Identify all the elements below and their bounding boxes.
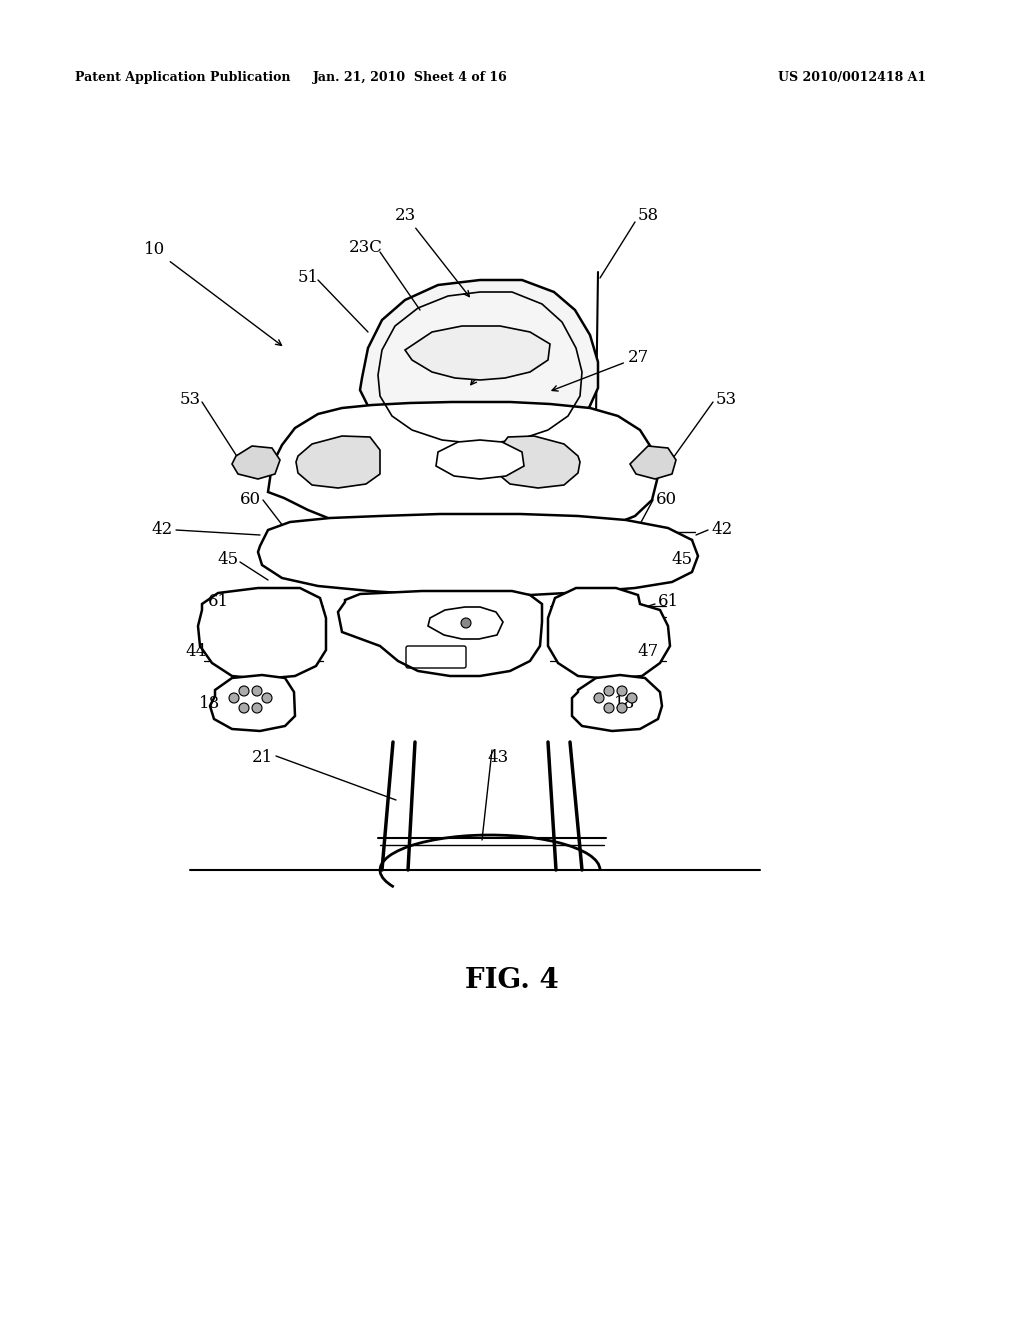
Polygon shape	[296, 436, 380, 488]
Circle shape	[604, 686, 614, 696]
Text: 10: 10	[144, 242, 166, 259]
Text: 23: 23	[394, 206, 416, 223]
Polygon shape	[258, 513, 698, 597]
Text: 60: 60	[240, 491, 260, 508]
Text: 51: 51	[297, 269, 318, 286]
Text: US 2010/0012418 A1: US 2010/0012418 A1	[778, 71, 926, 84]
Text: Patent Application Publication: Patent Application Publication	[75, 71, 291, 84]
Circle shape	[604, 704, 614, 713]
Polygon shape	[198, 587, 326, 678]
Circle shape	[239, 686, 249, 696]
Circle shape	[617, 704, 627, 713]
Polygon shape	[360, 280, 598, 450]
Circle shape	[461, 618, 471, 628]
Text: 43: 43	[487, 750, 509, 767]
Polygon shape	[548, 587, 670, 678]
Text: 47: 47	[637, 644, 658, 660]
Circle shape	[594, 693, 604, 704]
Text: 45: 45	[672, 552, 692, 569]
Text: 42: 42	[152, 521, 173, 539]
Text: 44: 44	[185, 644, 207, 660]
Polygon shape	[338, 591, 542, 676]
Circle shape	[252, 704, 262, 713]
Polygon shape	[210, 675, 295, 731]
Text: 18: 18	[200, 694, 220, 711]
Text: 21: 21	[251, 750, 272, 767]
Text: 45: 45	[217, 552, 239, 569]
Circle shape	[229, 693, 239, 704]
Text: 60: 60	[655, 491, 677, 508]
Text: 53: 53	[179, 392, 201, 408]
Text: 61: 61	[657, 594, 679, 610]
Text: 27: 27	[628, 350, 649, 367]
Circle shape	[239, 704, 249, 713]
Text: 61: 61	[208, 594, 228, 610]
Text: 53: 53	[716, 392, 736, 408]
Circle shape	[252, 686, 262, 696]
Polygon shape	[436, 440, 524, 479]
Polygon shape	[498, 436, 580, 488]
Text: 23C: 23C	[349, 239, 383, 256]
Polygon shape	[572, 675, 662, 731]
Circle shape	[617, 686, 627, 696]
Polygon shape	[232, 446, 280, 479]
Polygon shape	[406, 326, 550, 380]
Text: 42: 42	[712, 521, 732, 539]
Text: FIG. 4: FIG. 4	[465, 966, 559, 994]
Text: 18: 18	[614, 694, 636, 711]
Polygon shape	[268, 403, 658, 539]
Text: Jan. 21, 2010  Sheet 4 of 16: Jan. 21, 2010 Sheet 4 of 16	[312, 71, 507, 84]
Circle shape	[627, 693, 637, 704]
Circle shape	[262, 693, 272, 704]
Text: 58: 58	[638, 206, 659, 223]
Polygon shape	[630, 446, 676, 479]
